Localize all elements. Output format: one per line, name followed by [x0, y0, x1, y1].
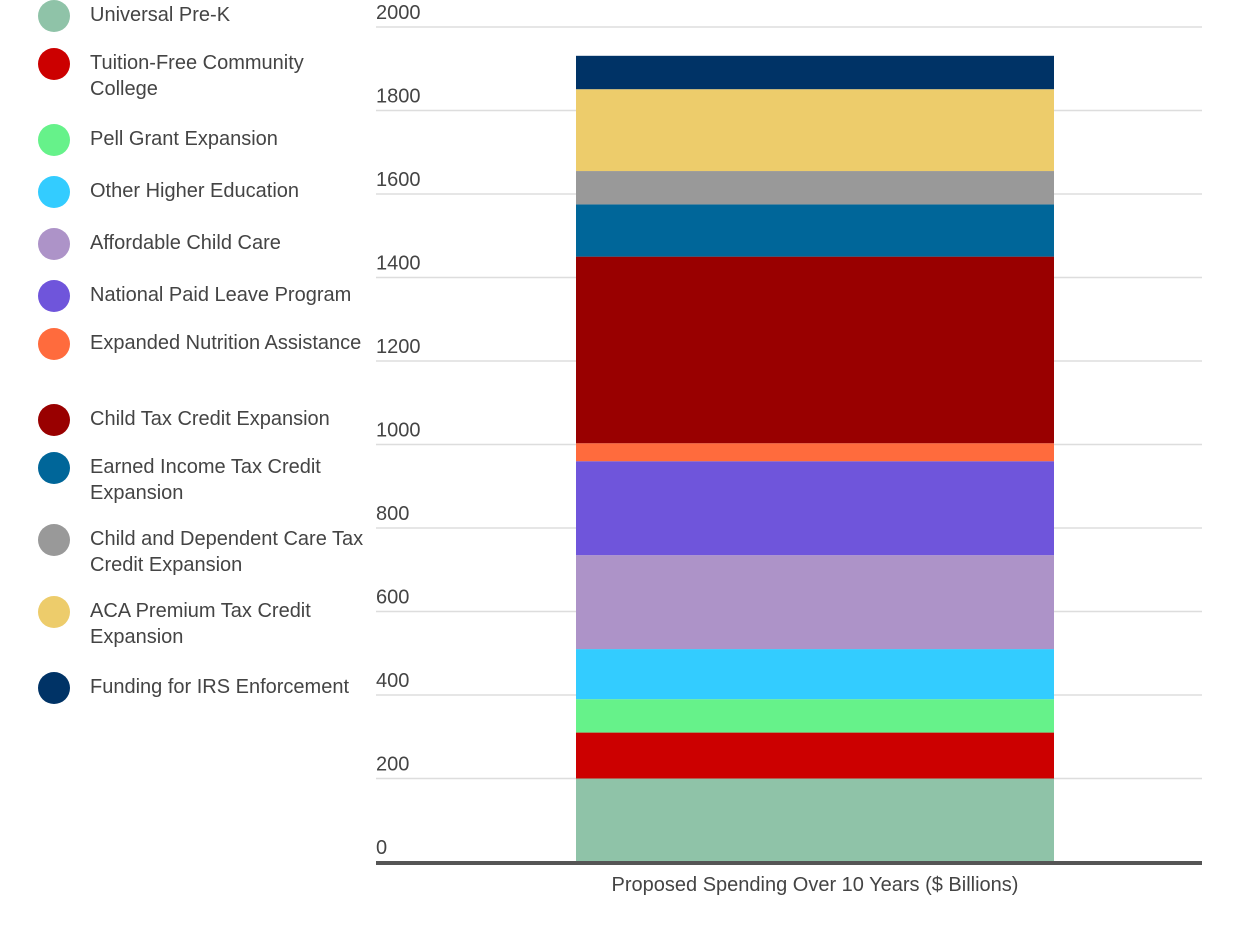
legend-item: Tuition-Free Community College [38, 48, 368, 102]
bar-segment [576, 89, 1054, 172]
bar-segment [576, 256, 1054, 444]
legend-item: Affordable Child Care [38, 228, 368, 282]
legend-label: ACA Premium Tax Credit Expansion [90, 600, 311, 648]
bar-segment [576, 732, 1054, 779]
legend-swatch [38, 280, 70, 312]
bar-segment [576, 461, 1054, 556]
bar-segment [576, 778, 1054, 862]
bar-segment [576, 555, 1054, 650]
bar-segment [576, 171, 1054, 205]
y-tick-label: 200 [376, 754, 409, 776]
legend-swatch [38, 596, 70, 628]
y-tick-label: 0 [376, 837, 387, 859]
legend-item: National Paid Leave Program [38, 280, 368, 334]
y-tick-label: 800 [376, 503, 409, 525]
legend-label: Earned Income Tax Credit Expansion [90, 456, 321, 504]
legend-swatch [38, 524, 70, 556]
legend-swatch [38, 328, 70, 360]
legend-item: Universal Pre-K [38, 0, 368, 54]
legend-item: Expanded Nutrition Assistance [38, 328, 368, 382]
bar-segment [576, 204, 1054, 257]
legend-label: National Paid Leave Program [90, 284, 352, 306]
x-category-label: Proposed Spending Over 10 Years ($ Billi… [612, 874, 1019, 896]
bar-stack [576, 55, 1054, 862]
legend-item: Earned Income Tax Credit Expansion [38, 452, 368, 506]
legend-label: Pell Grant Expansion [90, 128, 278, 150]
legend-label: Other Higher Education [90, 180, 300, 202]
legend-item: Pell Grant Expansion [38, 124, 368, 178]
legend-label: Child and Dependent Care Tax Credit Expa… [90, 528, 364, 576]
legend-item: ACA Premium Tax Credit Expansion [38, 596, 368, 650]
legend-label: Tuition-Free Community College [90, 52, 304, 100]
y-tick-label: 1400 [376, 253, 421, 275]
bar-segment [576, 55, 1054, 90]
bar-segment [576, 649, 1054, 700]
bar-segment [576, 699, 1054, 733]
legend-item: Funding for IRS Enforcement [38, 672, 368, 726]
legend-swatch [38, 228, 70, 260]
y-tick-label: 1000 [376, 420, 421, 442]
legend-item: Other Higher Education [38, 176, 368, 230]
legend-item: Child and Dependent Care Tax Credit Expa… [38, 524, 368, 578]
legend-label: Funding for IRS Enforcement [90, 676, 350, 698]
y-tick-label: 1800 [376, 86, 421, 108]
legend-swatch [38, 0, 70, 32]
legend-swatch [38, 176, 70, 208]
y-tick-label: 400 [376, 670, 409, 692]
y-axis-ticks: 0 200 400 600 800 1000 1200 1400 1600 1800 2000 [376, 2, 421, 859]
legend-label: Child Tax Credit Expansion [90, 408, 330, 430]
legend-label: Affordable Child Care [90, 232, 281, 254]
legend-item: Child Tax Credit Expansion [38, 404, 368, 458]
legend-label: Universal Pre-K [90, 4, 231, 26]
y-tick-label: 2000 [376, 2, 421, 24]
y-tick-label: 1600 [376, 169, 421, 191]
y-tick-label: 600 [376, 587, 409, 609]
legend-swatch [38, 452, 70, 484]
legend-swatch [38, 672, 70, 704]
legend-label: Expanded Nutrition Assistance [90, 332, 362, 354]
legend-swatch [38, 124, 70, 156]
bar-segment [576, 443, 1054, 462]
y-tick-label: 1200 [376, 336, 421, 358]
legend-swatch [38, 48, 70, 80]
legend-swatch [38, 404, 70, 436]
